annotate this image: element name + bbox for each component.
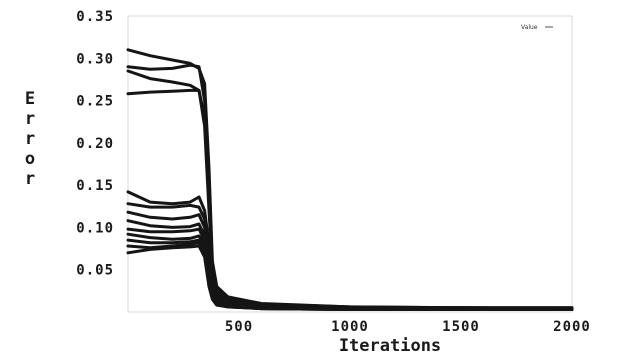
y-tick-label: 0.15 [76, 178, 114, 194]
plot-frame [128, 16, 572, 312]
x-tick-label: 1500 [442, 319, 480, 335]
y-tick-label: 0.05 [76, 263, 114, 279]
x-tick-label: 2000 [553, 319, 591, 335]
x-tick-label: 1000 [331, 319, 369, 335]
x-tick-label: 500 [225, 319, 253, 335]
x-tick-labels: 500 1000 1500 2000 [225, 319, 591, 335]
y-tick-labels: 0.05 0.10 0.15 0.20 0.25 0.30 0.35 [76, 9, 114, 279]
x-axis-title: Iterations [339, 336, 441, 356]
y-tick-label: 0.30 [76, 51, 114, 67]
y-tick-label: 0.10 [76, 220, 114, 236]
y-tick-label: 0.35 [76, 9, 114, 25]
y-tick-label: 0.25 [76, 94, 114, 110]
legend-entry-0: Value [521, 24, 538, 31]
y-tick-label: 0.20 [76, 136, 114, 152]
